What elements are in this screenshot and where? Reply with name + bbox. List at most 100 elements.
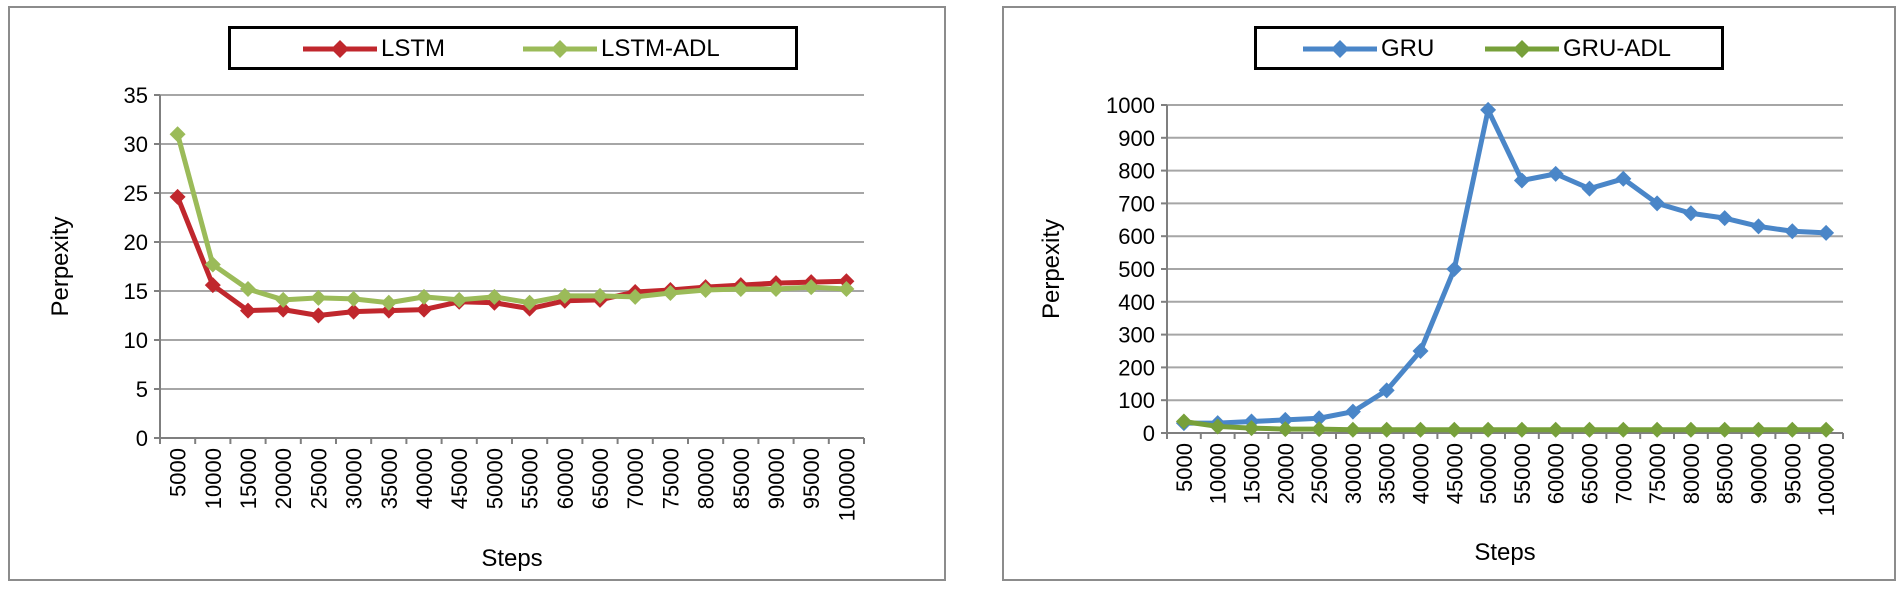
- y-axis-title: Perpexity: [47, 216, 74, 316]
- data-point: [1581, 421, 1598, 438]
- x-tick-label: 30000: [342, 448, 367, 509]
- x-tick-label: 35000: [1375, 443, 1400, 504]
- data-point: [1547, 165, 1564, 182]
- data-point: [1547, 421, 1564, 438]
- x-axis-title: Steps: [481, 545, 542, 572]
- series-line: [1183, 107, 1827, 426]
- x-tick-label: 25000: [306, 448, 331, 509]
- data-point: [1716, 421, 1733, 438]
- plot-area: 0 5 10 15 20 25 30 35 5000 10000 15000 20000 25000 30…: [47, 83, 865, 572]
- x-tick-label: 20000: [271, 448, 296, 509]
- y-tick-label: 600: [1118, 224, 1155, 249]
- y-tick-label: 35: [124, 83, 148, 108]
- data-point: [768, 281, 784, 298]
- x-tick-label: 40000: [1409, 443, 1434, 504]
- plot-area: 0 100 200 300 400 500 600 700 800 900 1000 5000 1000…: [1038, 93, 1844, 566]
- data-point: [1446, 261, 1463, 277]
- data-point: [310, 289, 327, 306]
- data-point: [1175, 413, 1192, 430]
- x-tick-label: 65000: [1578, 443, 1603, 504]
- legend-gru: GRU GRU-ADL: [1254, 26, 1724, 70]
- x-tick-label: 90000: [764, 448, 789, 509]
- data-point: [1412, 421, 1429, 438]
- data-point: [1480, 101, 1497, 118]
- x-tick-label: 50000: [482, 448, 507, 509]
- data-point: [1412, 343, 1429, 359]
- data-point: [556, 287, 573, 304]
- data-point: [803, 279, 820, 296]
- x-tick-label: 35000: [377, 448, 402, 509]
- data-point: [1716, 210, 1733, 227]
- x-tick-label: 15000: [1240, 443, 1265, 504]
- y-tick-label: 15: [124, 279, 148, 304]
- data-point: [1750, 218, 1767, 235]
- data-point: [1344, 403, 1361, 420]
- y-tick-label: 700: [1118, 191, 1155, 216]
- x-tick-label: 30000: [1341, 443, 1366, 504]
- y-tick-label: 1000: [1106, 93, 1155, 118]
- y-tick-label: 400: [1118, 290, 1155, 315]
- x-tick-label: 70000: [1611, 443, 1636, 504]
- data-point: [1277, 411, 1294, 428]
- legend-label-gru-adl: GRU-ADL: [1563, 35, 1672, 62]
- data-point: [1378, 421, 1395, 438]
- x-tick-label: 5000: [166, 448, 191, 497]
- legend-label-lstm-adl: LSTM-ADL: [601, 35, 720, 62]
- data-point: [732, 281, 749, 298]
- x-tick-label: 50000: [1476, 443, 1501, 504]
- x-tick-label: 85000: [729, 448, 754, 509]
- x-tick-label: 20000: [1273, 443, 1298, 504]
- data-point: [1682, 421, 1699, 438]
- y-tick-label: 25: [124, 181, 148, 206]
- data-point: [1243, 420, 1260, 437]
- y-tick-label: 500: [1118, 257, 1155, 282]
- x-tick-label: 100000: [834, 448, 859, 521]
- x-tick-label: 80000: [1679, 443, 1704, 504]
- data-point: [169, 126, 186, 143]
- x-tick-label: 15000: [236, 448, 261, 509]
- data-point: [1378, 382, 1395, 399]
- legend-marker-lstm-adl: [523, 40, 597, 58]
- y-tick-label: 100: [1118, 388, 1155, 413]
- data-point: [1649, 195, 1666, 212]
- legend-marker-gru-adl: [1485, 40, 1559, 58]
- data-point: [1209, 418, 1226, 435]
- data-point: [1581, 180, 1598, 197]
- x-tick-label: 45000: [447, 448, 472, 509]
- series-line: [175, 133, 847, 306]
- data-point: [1446, 421, 1463, 438]
- data-point: [1513, 421, 1530, 438]
- x-tick-label: 25000: [1307, 443, 1332, 504]
- data-point: [416, 288, 432, 305]
- x-tick-label: 10000: [201, 448, 226, 509]
- x-tick-label: 100000: [1814, 443, 1839, 516]
- x-tick-label: 55000: [518, 448, 543, 509]
- data-point: [1277, 421, 1294, 438]
- data-point: [1750, 421, 1767, 438]
- data-point: [275, 301, 292, 318]
- series-1: [169, 126, 855, 311]
- data-point: [169, 188, 186, 205]
- x-tick-label: 60000: [553, 448, 578, 509]
- x-tick-label: 55000: [1510, 443, 1535, 504]
- y-tick-label: 0: [136, 426, 148, 451]
- y-tick-label: 30: [124, 132, 148, 157]
- x-tick-label: 85000: [1713, 443, 1738, 504]
- x-tick-label: 95000: [799, 448, 824, 509]
- legend-label-lstm: LSTM: [381, 35, 446, 62]
- x-tick-label: 75000: [658, 448, 683, 509]
- data-point: [1615, 421, 1632, 438]
- x-tick-label: 75000: [1645, 443, 1670, 504]
- data-point: [1649, 421, 1666, 438]
- data-point: [416, 301, 432, 318]
- y-tick-label: 800: [1118, 159, 1155, 184]
- data-point: [240, 281, 256, 298]
- data-point: [1818, 421, 1835, 438]
- data-point: [1311, 410, 1328, 427]
- y-tick-label: 300: [1118, 323, 1155, 348]
- x-tick-label: 90000: [1747, 443, 1772, 504]
- y-axis-title: Perpexity: [1038, 219, 1065, 319]
- data-point: [240, 302, 256, 319]
- data-point: [627, 288, 644, 305]
- chart-panel-gru: GRU GRU-ADL 0 100 200 300 400 500 600 700 800 900…: [1002, 6, 1896, 581]
